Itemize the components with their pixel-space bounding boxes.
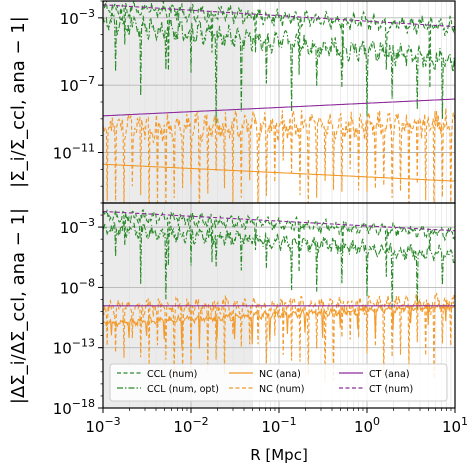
top-series-nc-num (103, 108, 455, 203)
x-tick-label: 10−3 (85, 415, 120, 436)
legend-entry: CT (ana) (369, 369, 410, 380)
x-tick-label: 100 (354, 415, 380, 436)
top-y-tick-label: 10−3 (60, 7, 95, 28)
top-y-tick-label: 10−7 (60, 74, 95, 95)
top-y-axis-label: |Σ_i/Σ_ccl, ana − 1| (8, 16, 29, 188)
legend-entry: CT (num) (369, 384, 413, 395)
top-y-ticks: 10−3 10−7 10−11 (53, 0, 103, 204)
bot-series-ct-num (103, 210, 455, 232)
bot-series-ccl-num (103, 209, 455, 277)
bot-y-tick-label: 10−13 (53, 337, 95, 358)
top-series-ct-num (103, 4, 455, 28)
legend: CCL (num) CCL (num, opt) NC (ana) NC (num) C… (109, 363, 448, 402)
bot-y-tick-label: 10−3 (60, 216, 95, 237)
bottom-panel-frame (102, 202, 456, 409)
x-tick-label: 10−2 (173, 415, 208, 436)
bottom-panel: 10−3 10−8 10−13 10−18 10−3 10−2 10−1 100 101 |Δ… (8, 202, 468, 464)
top-panel: 10−3 10−7 10−11 |Σ_i/Σ_ccl, ana − 1| (8, 0, 455, 204)
top-y-tick-label: 10−11 (53, 142, 95, 163)
bot-series-nc-ana (103, 300, 455, 348)
bottom-y-axis-label: |ΔΣ_i/ΔΣ_ccl, ana − 1| (8, 208, 29, 404)
x-axis-label: R [Mpc] (250, 446, 308, 464)
bottom-series-group (103, 209, 455, 383)
legend-entry: NC (ana) (259, 369, 301, 380)
legend-entry: CCL (num) (147, 369, 197, 380)
x-tick-label: 10−1 (261, 415, 296, 436)
legend-entry: CCL (num, opt) (147, 384, 219, 395)
top-series-nc-ana (103, 163, 455, 182)
top-series-group (103, 1, 455, 203)
bot-series-nc-num (103, 292, 455, 383)
x-tick-label: 101 (442, 415, 468, 436)
bot-series-ccl-num-opt (103, 220, 455, 310)
legend-entry: NC (num) (259, 384, 304, 395)
bottom-y-ticks: 10−3 10−8 10−13 10−18 (53, 202, 103, 418)
bot-y-tick-label: 10−18 (53, 397, 95, 418)
bottom-x-ticks: 10−3 10−2 10−1 100 101 (85, 408, 468, 436)
top-series-ct-ana (103, 98, 455, 117)
bot-y-tick-label: 10−8 (60, 276, 95, 297)
